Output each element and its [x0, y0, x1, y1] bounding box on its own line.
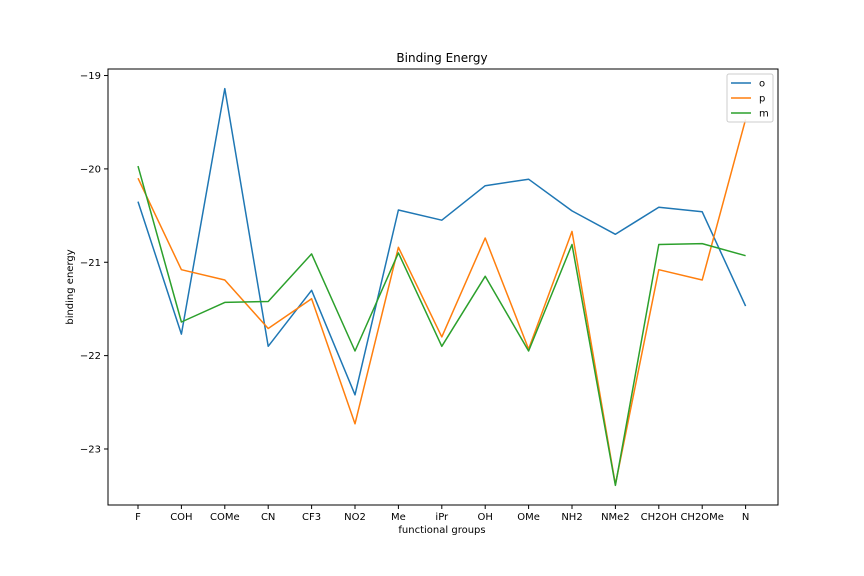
legend-label: p	[759, 94, 765, 105]
x-axis-title: functional groups	[398, 525, 485, 536]
series-line-m	[137, 165, 746, 487]
y-axis: −23 −22 −21 −20 −19	[80, 71, 108, 455]
x-tick-label: iPr	[435, 512, 449, 523]
x-tick-label: OH	[478, 512, 493, 523]
series-lines	[137, 87, 747, 487]
x-tick-label: COH	[170, 512, 192, 523]
legend-label: o	[759, 79, 765, 90]
x-tick-label: N	[742, 512, 749, 523]
x-tick-label: CF3	[302, 512, 321, 523]
x-tick-label: Me	[391, 512, 406, 523]
chart-title: Binding Energy	[396, 51, 487, 65]
y-axis-title: binding energy	[65, 249, 76, 324]
x-tick-label: COMe	[210, 512, 240, 523]
x-tick-label: F	[135, 512, 141, 523]
y-tick-label: −23	[80, 444, 101, 455]
x-tick-label: CH2OMe	[680, 512, 724, 523]
y-tick-label: −21	[80, 258, 101, 269]
y-tick-label: −20	[80, 164, 101, 175]
x-tick-label: CN	[261, 512, 275, 523]
x-tick-label: NO2	[344, 512, 366, 523]
x-axis: F COH COMe CN CF3 NO2 Me iPr OH OMe NH2 NMe2 CH2OH CH…	[135, 505, 749, 523]
x-tick-label: NH2	[561, 512, 582, 523]
plot-frame	[107, 68, 779, 506]
x-tick-label: NMe2	[601, 512, 630, 523]
series-line-o	[137, 87, 747, 396]
series-line-p	[137, 119, 747, 486]
legend-label: m	[759, 109, 769, 120]
x-tick-label: OMe	[517, 512, 540, 523]
x-tick-label: CH2OH	[641, 512, 677, 523]
y-tick-label: −19	[80, 71, 101, 82]
legend: opm	[726, 73, 774, 123]
y-tick-label: −22	[80, 351, 101, 362]
